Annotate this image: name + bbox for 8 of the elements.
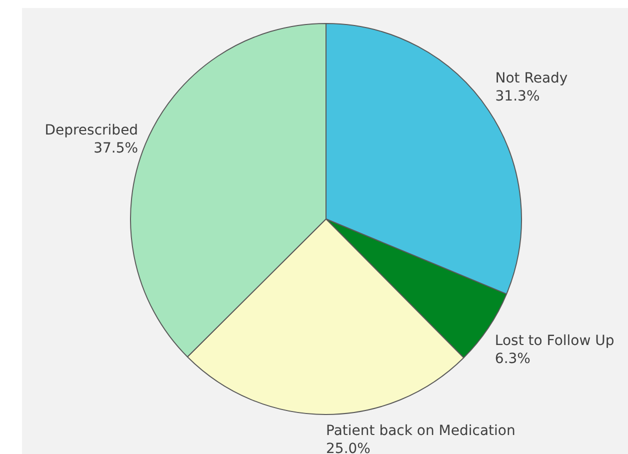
slice-label: Not Ready: [495, 70, 568, 87]
slice-label: Patient back on Medication: [326, 423, 516, 440]
slice-label: Deprescribed: [44, 122, 138, 139]
data-label: 37.5%: [94, 140, 138, 157]
data-label: 25.0%: [326, 441, 370, 454]
data-label: 6.3%: [494, 351, 530, 368]
slice-label: Lost to Follow Up: [494, 333, 614, 350]
data-label: 31.3%: [495, 88, 540, 105]
